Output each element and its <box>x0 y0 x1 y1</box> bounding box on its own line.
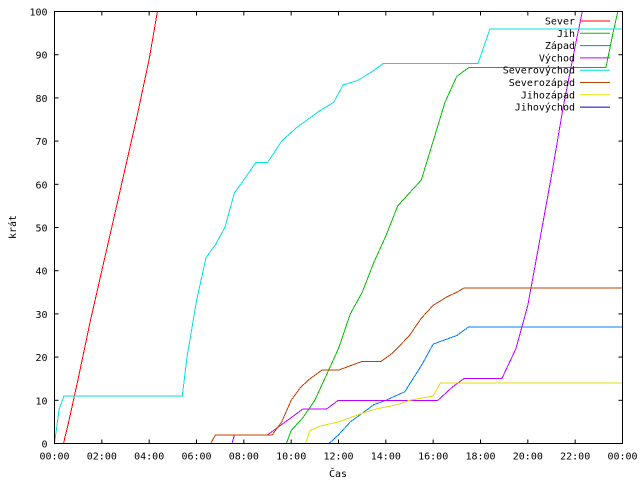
y-tick-label: 100 <box>29 8 47 19</box>
x-axis-label: Čas <box>329 467 347 480</box>
y-tick-label: 70 <box>35 137 47 148</box>
series-layer <box>54 11 623 444</box>
x-tick-label: 06:00 <box>181 452 211 463</box>
y-tick-label: 30 <box>35 310 47 321</box>
x-tick-label: 14:00 <box>371 452 401 463</box>
series-line-2 <box>285 11 619 444</box>
x-tick-label: 00:00 <box>39 452 69 463</box>
y-tick-label: 60 <box>35 180 47 191</box>
legend-label: Jih <box>557 29 575 40</box>
x-axis: 00:00 02:00 04:00 06:00 08:00 10:00 12:00 14:00… <box>39 11 638 463</box>
x-tick-label: 12:00 <box>323 452 353 463</box>
y-axis-label: krát <box>7 215 19 239</box>
legend: SeverJihZápadVýchodSeverovýchodSeverozáp… <box>503 17 610 114</box>
series-line-4 <box>231 11 583 444</box>
y-tick-label: 50 <box>35 224 47 235</box>
y-tick-label: 40 <box>35 267 47 278</box>
legend-label: Severovýchod <box>503 65 575 77</box>
series-line-3 <box>328 326 623 444</box>
x-tick-label: 22:00 <box>560 452 590 463</box>
x-tick-label: 18:00 <box>465 452 495 463</box>
x-tick-label: 16:00 <box>418 452 448 463</box>
y-axis: 0 10 20 30 40 50 60 70 80 90 100 <box>29 8 623 451</box>
series-line-7 <box>304 382 623 444</box>
series-line-5 <box>54 28 623 444</box>
y-tick-label: 20 <box>35 353 47 364</box>
legend-label: Sever <box>545 17 575 28</box>
y-tick-label: 10 <box>35 396 47 407</box>
x-tick-label: 00:00 <box>607 452 637 463</box>
x-tick-label: 08:00 <box>229 452 259 463</box>
y-tick-label: 0 <box>41 440 47 451</box>
x-tick-label: 04:00 <box>134 452 164 463</box>
legend-label: Východ <box>539 52 575 64</box>
legend-label: Západ <box>545 40 575 52</box>
x-tick-label: 02:00 <box>87 452 117 463</box>
legend-label: Jihozápad <box>521 89 575 101</box>
legend-label: Severozápad <box>509 77 575 89</box>
x-tick-label: 20:00 <box>513 452 543 463</box>
y-tick-label: 80 <box>35 94 47 105</box>
legend-label: Jihovýchod <box>515 102 575 114</box>
y-tick-label: 90 <box>35 51 47 62</box>
x-tick-label: 10:00 <box>276 452 306 463</box>
series-line-6 <box>210 287 623 444</box>
series-line-1 <box>63 11 158 444</box>
